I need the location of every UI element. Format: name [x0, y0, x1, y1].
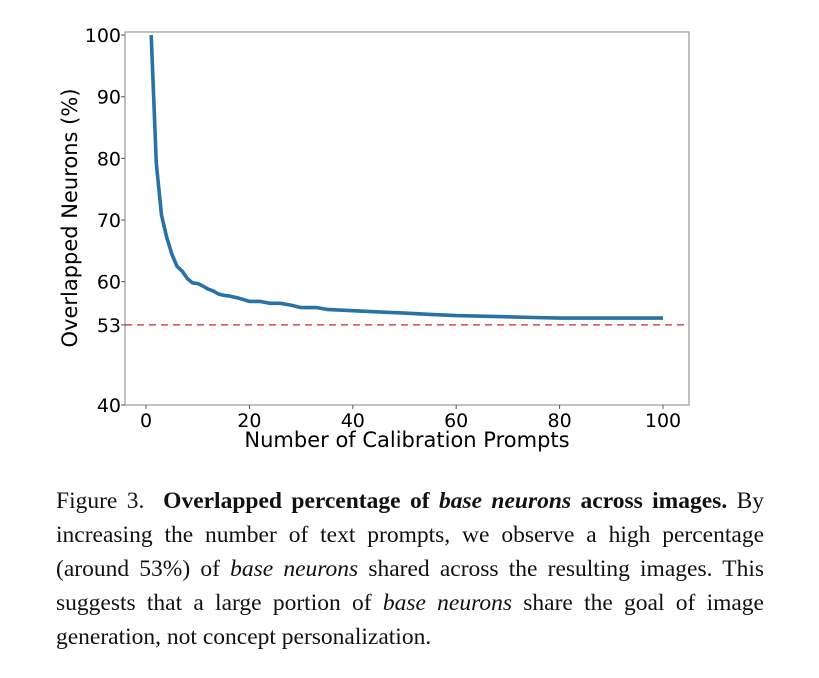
- y-tick-label: 80: [97, 148, 121, 170]
- x-tick-label: 60: [444, 410, 468, 432]
- y-tick-label: 53: [97, 315, 121, 337]
- caption-text-1: By increasing the number of text prompts…: [56, 488, 765, 582]
- y-tick-label: 70: [97, 210, 121, 232]
- series-line: [149, 35, 663, 320]
- figure-label: Figure 3.: [56, 488, 145, 514]
- x-tick-label: 80: [548, 410, 572, 432]
- y-axis-label: Overlapped Neurons (%): [58, 88, 82, 347]
- caption-italic-2: base neurons: [382, 590, 512, 616]
- y-tick-label: 90: [97, 87, 121, 109]
- plot-frame: [124, 31, 690, 406]
- x-tick-label: 40: [341, 410, 365, 432]
- x-tick-label: 0: [140, 410, 152, 432]
- x-tick-label: 100: [645, 410, 681, 432]
- y-tick-label: 100: [85, 25, 121, 47]
- caption-title: Overlapped percentage of base neurons ac…: [163, 488, 728, 514]
- caption-italic-1: base neurons: [230, 556, 359, 582]
- line-chart: 0 20 40 60 80 100 40 53 60 70 80 90 100 Number of Ca…: [58, 25, 690, 452]
- figure-caption: Figure 3. Overlapped percentage of base …: [56, 484, 764, 654]
- y-tick-label: 60: [97, 272, 121, 294]
- caption-text-2: shared across the resulting images. This…: [56, 556, 764, 616]
- x-axis-label: Number of Calibration Prompts: [244, 428, 569, 452]
- y-tick-label: 40: [97, 395, 121, 417]
- caption-text-3: share the goal of image generation, not …: [56, 590, 764, 650]
- x-tick-label: 20: [237, 410, 261, 432]
